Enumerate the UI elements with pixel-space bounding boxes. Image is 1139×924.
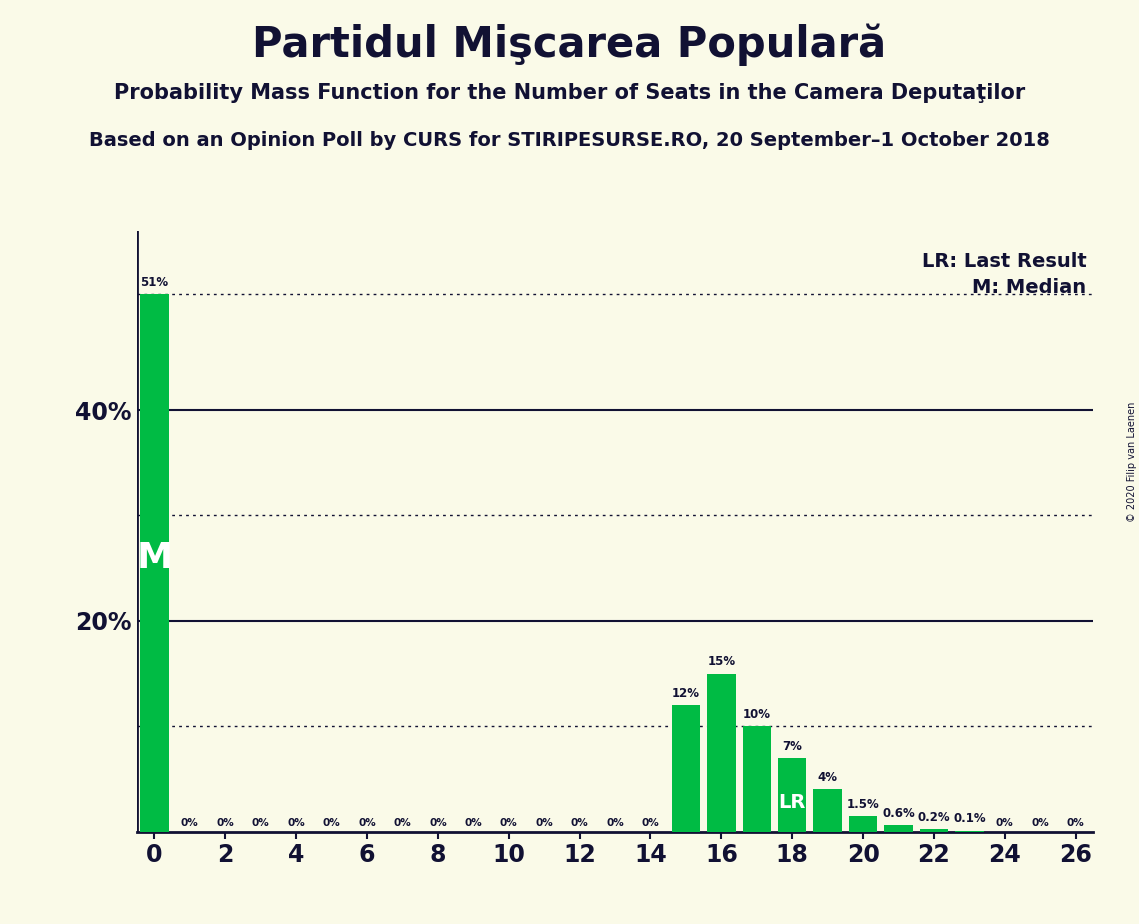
Text: 0%: 0%: [1067, 819, 1084, 829]
Text: 0.6%: 0.6%: [883, 807, 915, 820]
Text: 0%: 0%: [571, 819, 589, 829]
Bar: [956, 831, 984, 832]
Text: 12%: 12%: [672, 687, 700, 699]
Text: Probability Mass Function for the Number of Seats in the Camera Deputaţilor: Probability Mass Function for the Number…: [114, 83, 1025, 103]
Text: 10%: 10%: [743, 708, 771, 721]
Text: 0%: 0%: [606, 819, 624, 829]
Text: 0%: 0%: [394, 819, 411, 829]
Bar: [849, 816, 877, 832]
Bar: [778, 758, 806, 832]
Text: 0%: 0%: [252, 819, 270, 829]
Text: 0%: 0%: [465, 819, 482, 829]
Text: 0%: 0%: [287, 819, 305, 829]
Text: 7%: 7%: [782, 739, 802, 752]
Text: 0%: 0%: [358, 819, 376, 829]
Text: 1.5%: 1.5%: [846, 797, 879, 810]
Text: M: M: [137, 541, 172, 575]
Text: 0%: 0%: [181, 819, 198, 829]
Text: LR: Last Result: LR: Last Result: [921, 252, 1087, 271]
Text: 0%: 0%: [641, 819, 659, 829]
Text: 15%: 15%: [707, 655, 736, 668]
Text: M: Median: M: Median: [973, 278, 1087, 298]
Bar: [672, 705, 700, 832]
Bar: [813, 789, 842, 832]
Bar: [707, 674, 736, 832]
Text: 0%: 0%: [322, 819, 341, 829]
Text: © 2020 Filip van Laenen: © 2020 Filip van Laenen: [1126, 402, 1137, 522]
Bar: [743, 726, 771, 832]
Text: 0%: 0%: [216, 819, 235, 829]
Text: 51%: 51%: [140, 276, 169, 289]
Bar: [920, 830, 948, 832]
Text: LR: LR: [779, 793, 806, 811]
Text: Based on an Opinion Poll by CURS for STIRIPESURSE.RO, 20 September–1 October 201: Based on an Opinion Poll by CURS for STI…: [89, 131, 1050, 151]
Text: 0%: 0%: [995, 819, 1014, 829]
Bar: [884, 825, 912, 832]
Text: 4%: 4%: [818, 772, 837, 784]
Text: 0%: 0%: [429, 819, 446, 829]
Text: Partidul Mişcarea Populară: Partidul Mişcarea Populară: [253, 23, 886, 66]
Text: 0.1%: 0.1%: [953, 812, 985, 825]
Text: 0%: 0%: [535, 819, 554, 829]
Text: 0%: 0%: [500, 819, 517, 829]
Bar: [140, 294, 169, 832]
Text: 0%: 0%: [1032, 819, 1049, 829]
Text: 0.2%: 0.2%: [918, 811, 950, 824]
